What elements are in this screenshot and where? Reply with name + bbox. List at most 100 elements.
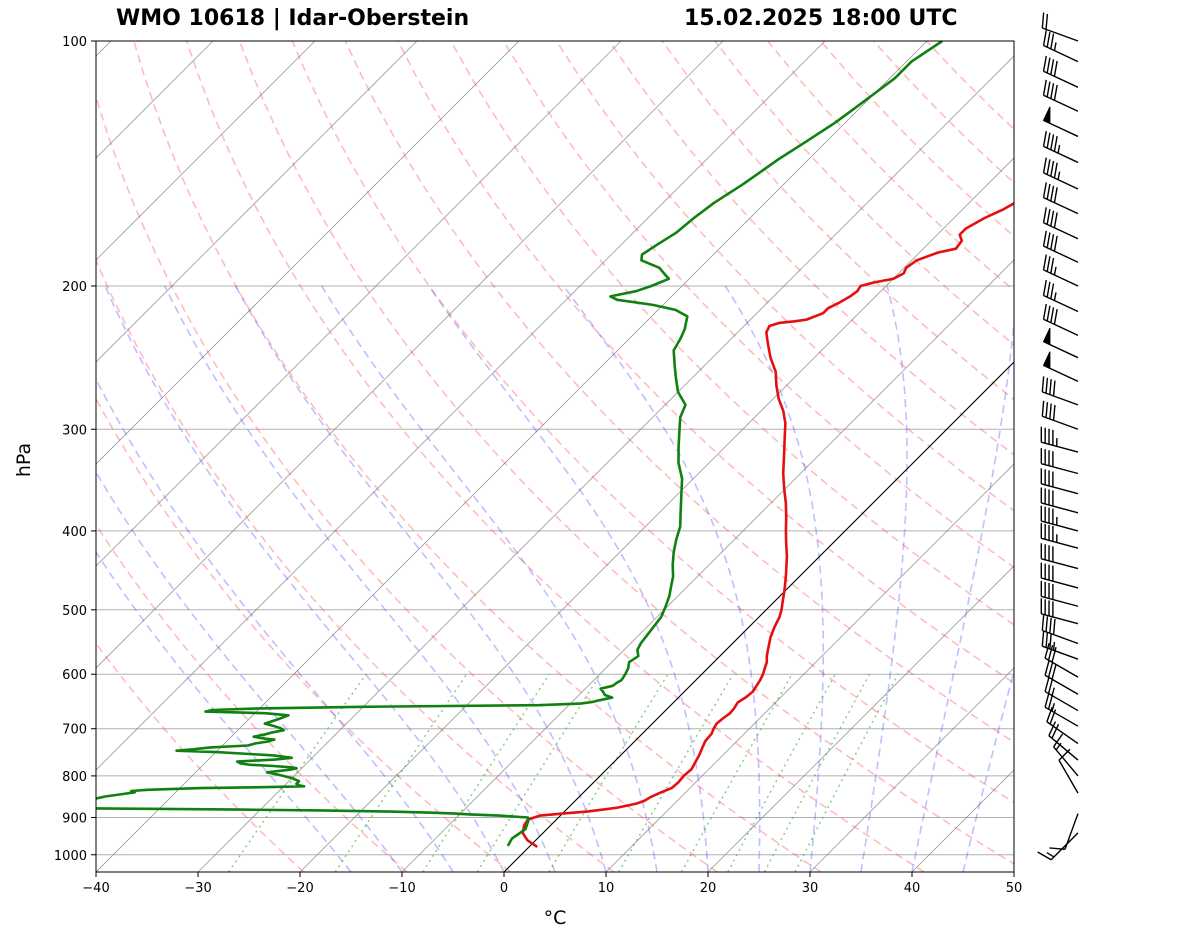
x-axis-ticks: −40 −30 −20 −10 0 10 20 30 40 50 xyxy=(82,872,1022,896)
wind-barb xyxy=(1042,254,1079,287)
moist-adiabat-line xyxy=(96,550,352,872)
wind-barb xyxy=(1041,400,1079,430)
wind-barb xyxy=(1040,580,1079,607)
wind-barb xyxy=(1042,130,1079,164)
dry-adiabat-line xyxy=(397,41,1014,684)
isotherm-line xyxy=(96,41,622,567)
x-tick-label: 40 xyxy=(904,881,921,896)
x-tick-label: −20 xyxy=(286,881,313,896)
moist-adiabat-line xyxy=(724,285,824,872)
wind-barb xyxy=(1044,642,1079,678)
mixing-ratio-line xyxy=(618,673,734,872)
wind-barb xyxy=(1037,832,1079,861)
isotherm-line xyxy=(605,463,1014,872)
isotherm-line xyxy=(503,361,1014,872)
dry-adiabat-line xyxy=(133,41,822,872)
isotherm-line xyxy=(96,41,826,771)
wind-barb xyxy=(1042,79,1079,112)
zero-degree-isotherm xyxy=(503,361,1014,872)
y-tick-label: 900 xyxy=(62,812,87,827)
isotherm-line xyxy=(96,41,928,872)
y-tick-label: 1000 xyxy=(54,849,87,864)
dry-adiabat-line xyxy=(767,41,1014,292)
background-lines xyxy=(96,41,1014,872)
isotherm-line xyxy=(911,769,1014,872)
sounding-profiles xyxy=(96,41,1014,848)
wind-barb xyxy=(1042,303,1079,336)
y-tick-label: 300 xyxy=(62,423,87,438)
dry-adiabat-line xyxy=(185,41,925,872)
isotherm-line xyxy=(707,565,1014,872)
moist-adiabat-line xyxy=(911,313,1014,872)
dry-adiabat-line xyxy=(344,41,1014,744)
moist-adiabat-line xyxy=(860,285,908,872)
wind-barb xyxy=(1042,230,1079,263)
x-tick-label: −30 xyxy=(184,881,211,896)
mixing-ratio-line xyxy=(680,673,793,872)
mixing-ratio-line xyxy=(548,673,669,872)
dry-adiabat-line xyxy=(661,41,1014,401)
wind-barb xyxy=(1042,280,1079,313)
wind-barb xyxy=(1044,691,1079,727)
moist-adiabat-line xyxy=(428,285,709,872)
dry-adiabat-line xyxy=(608,41,1014,456)
x-axis-label: °C xyxy=(544,907,567,929)
wind-barb xyxy=(1041,614,1079,645)
moist-adiabat-line xyxy=(96,377,454,872)
wind-barb xyxy=(1040,448,1079,475)
mixing-ratio-line xyxy=(763,673,871,872)
y-tick-label: 600 xyxy=(62,668,87,683)
moist-adiabat-line xyxy=(104,285,505,872)
x-tick-label: 20 xyxy=(700,881,717,896)
wind-barb xyxy=(1040,522,1079,549)
wind-barb xyxy=(1040,598,1079,625)
x-tick-label: 30 xyxy=(802,881,819,896)
wind-barb xyxy=(1042,351,1079,383)
dry-adiabat-line xyxy=(820,41,1014,238)
dry-adiabat-line xyxy=(450,41,1014,626)
wind-barb xyxy=(1048,721,1079,761)
isotherm-line xyxy=(96,41,724,669)
mixing-ratio-line xyxy=(794,673,899,872)
temperature-profile-line xyxy=(521,201,1014,848)
moist-adiabat-line xyxy=(562,285,761,872)
dry-adiabat-line xyxy=(291,41,1014,804)
wind-barb xyxy=(1040,562,1079,589)
x-tick-label: 10 xyxy=(598,881,615,896)
wind-barb xyxy=(1042,157,1079,190)
y-tick-label: 700 xyxy=(62,723,87,738)
y-axis-label: hPa xyxy=(13,443,35,477)
dry-adiabat-line xyxy=(96,258,615,872)
x-tick-label: 50 xyxy=(1006,881,1023,896)
wind-barb xyxy=(1040,426,1079,453)
dry-adiabat-line xyxy=(96,93,718,872)
wind-barb xyxy=(1041,630,1079,660)
y-tick-label: 200 xyxy=(62,280,87,295)
y-tick-label: 100 xyxy=(62,35,87,50)
wind-barb xyxy=(1041,376,1079,406)
isotherm-line xyxy=(197,55,1014,872)
wind-barb xyxy=(1042,327,1079,359)
mixing-ratio-line xyxy=(422,673,550,872)
isotherm-line xyxy=(96,41,520,465)
y-axis-ticks: 1000 900 800 700 600 500 400 300 200 100 xyxy=(54,35,96,864)
mixing-ratio-line xyxy=(227,673,367,872)
moist-adiabat-line xyxy=(234,285,607,872)
chart-title-station: WMO 10618 | Idar-Oberstein xyxy=(116,6,470,31)
moist-adiabat-line xyxy=(163,285,556,872)
moist-adiabat-line xyxy=(321,285,658,872)
isotherm-line xyxy=(401,259,1014,872)
isotherm-line xyxy=(809,667,1014,872)
x-tick-label: 0 xyxy=(500,881,508,896)
dry-adiabat-line xyxy=(96,642,305,872)
wind-barb xyxy=(1041,12,1079,42)
x-tick-label: −40 xyxy=(82,881,109,896)
plot-frame xyxy=(95,40,1015,873)
x-tick-label: −10 xyxy=(388,881,415,896)
wind-barbs xyxy=(1037,12,1079,861)
mixing-ratio-line xyxy=(334,673,468,872)
wind-barb xyxy=(1049,813,1079,850)
dry-adiabat-line xyxy=(503,41,1014,569)
isotherm-line xyxy=(299,157,1014,872)
